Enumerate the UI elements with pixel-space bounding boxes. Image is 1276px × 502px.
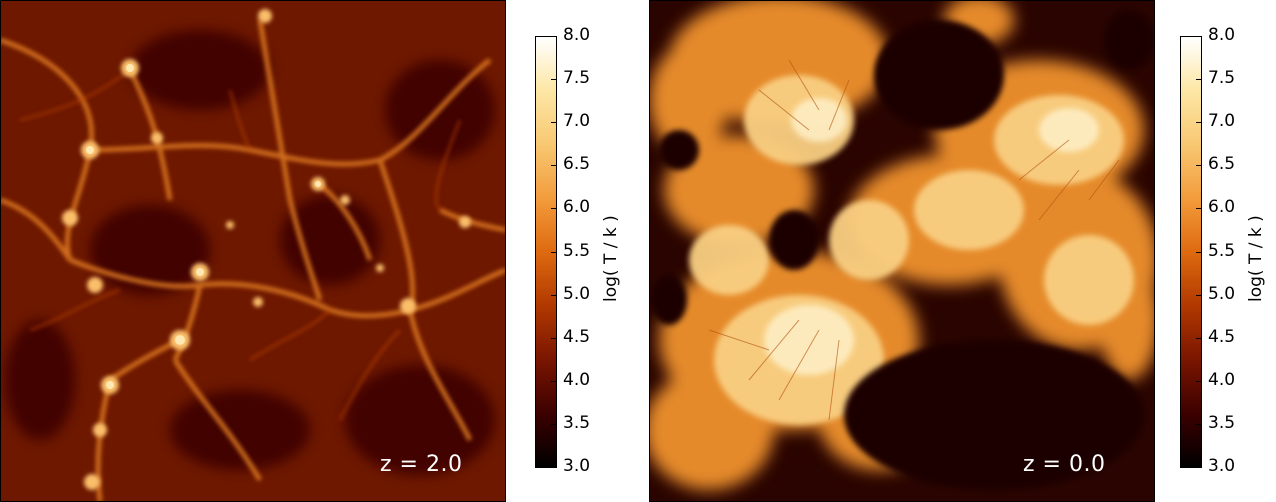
colorbar-tick-label: 8.0	[563, 25, 591, 45]
colorbar-tick-label: 4.0	[1208, 369, 1236, 390]
colorbar-left-label: log( T / k )	[601, 215, 621, 302]
colorbar-tick-mark	[1196, 337, 1201, 339]
colorbar-tick-label: 4.5	[1208, 326, 1236, 347]
colorbar-tick-mark	[1196, 294, 1201, 296]
colorbar-tick-label: 7.5	[563, 68, 591, 89]
colorbar-tick-label: 8.0	[1208, 25, 1236, 45]
colorbar-tick-mark	[1196, 122, 1201, 124]
colorbar-tick-label: 7.5	[1208, 68, 1236, 89]
panel-z2: z = 2.0	[0, 0, 506, 502]
colorbar-tick-label: 6.0	[563, 197, 591, 218]
colorbar-tick-label: 4.5	[563, 326, 591, 347]
colorbar-right	[1180, 36, 1202, 468]
cool-voids	[651, 10, 1154, 490]
colorbar-tick-label: 3.0	[563, 456, 591, 476]
colorbar-tick-label: 5.5	[563, 240, 591, 261]
colorbar-tick-mark	[1196, 36, 1201, 37]
colorbar-tick-label: 7.0	[563, 111, 591, 132]
colorbar-tick-mark	[551, 251, 556, 253]
colorbar-right-label: log( T / k )	[1246, 215, 1266, 302]
colorbar-tick-mark	[1196, 208, 1201, 210]
colorbar-tick-label: 6.0	[1208, 197, 1236, 218]
colorbar-tick-mark	[551, 337, 556, 339]
colorbar-tick-mark	[551, 79, 556, 81]
temperature-map-z2	[0, 0, 506, 502]
colorbar-tick-label: 6.5	[563, 154, 591, 175]
colorbar-tick-mark	[551, 380, 556, 382]
colorbar-tick-label: 6.5	[1208, 154, 1236, 175]
colorbar-tick-mark	[551, 467, 556, 468]
colorbar-gradient	[536, 37, 556, 467]
colorbar-tick-label: 5.0	[1208, 283, 1236, 304]
colorbar-tick-label: 4.0	[563, 369, 591, 390]
colorbar-tick-label: 5.0	[563, 283, 591, 304]
colorbar-tick-mark	[1196, 423, 1201, 425]
colorbar-gradient	[1181, 37, 1201, 467]
colorbar-tick-mark	[1196, 380, 1201, 382]
colorbar-tick-label: 3.5	[1208, 412, 1236, 433]
colorbar-left	[535, 36, 557, 468]
colorbar-tick-label: 3.5	[563, 412, 591, 433]
colorbar-tick-label: 7.0	[1208, 111, 1236, 132]
panel-z0: z = 0.0	[649, 0, 1155, 502]
colorbar-tick-label: 3.0	[1208, 456, 1236, 476]
colorbar-tick-mark	[551, 36, 556, 37]
redshift-label: z = 2.0	[380, 452, 463, 477]
colorbar-tick-mark	[1196, 251, 1201, 253]
temperature-map-z0	[649, 0, 1155, 502]
colorbar-tick-mark	[551, 294, 556, 296]
colorbar-tick-mark	[551, 122, 556, 124]
colorbar-tick-mark	[1196, 79, 1201, 81]
colorbar-tick-mark	[551, 208, 556, 210]
redshift-label: z = 0.0	[1023, 452, 1106, 477]
colorbar-tick-mark	[551, 423, 556, 425]
colorbar-tick-label: 5.5	[1208, 240, 1236, 261]
colorbar-tick-mark	[551, 165, 556, 167]
colorbar-tick-mark	[1196, 165, 1201, 167]
colorbar-tick-mark	[1196, 467, 1201, 468]
